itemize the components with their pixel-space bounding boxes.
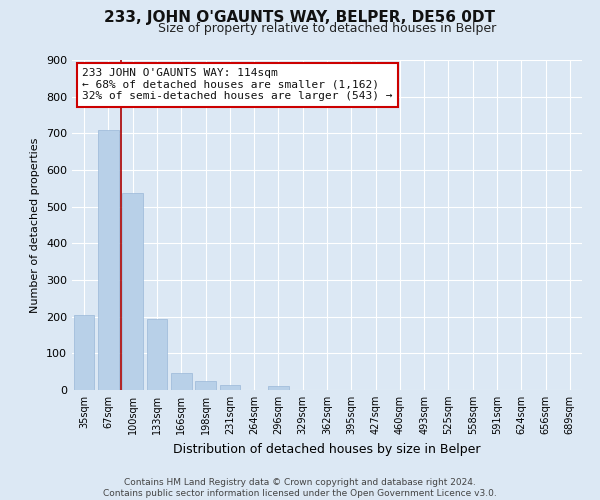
X-axis label: Distribution of detached houses by size in Belper: Distribution of detached houses by size …	[173, 442, 481, 456]
Bar	[171, 373, 191, 390]
Text: 233 JOHN O'GAUNTS WAY: 114sqm
← 68% of detached houses are smaller (1,162)
32% o: 233 JOHN O'GAUNTS WAY: 114sqm ← 68% of d…	[82, 68, 392, 102]
Bar	[74, 315, 94, 390]
Text: 233, JOHN O'GAUNTS WAY, BELPER, DE56 0DT: 233, JOHN O'GAUNTS WAY, BELPER, DE56 0DT	[104, 10, 496, 25]
Bar	[195, 381, 216, 390]
Bar	[268, 386, 289, 390]
Text: Contains HM Land Registry data © Crown copyright and database right 2024.
Contai: Contains HM Land Registry data © Crown c…	[103, 478, 497, 498]
Bar	[122, 193, 143, 390]
Y-axis label: Number of detached properties: Number of detached properties	[31, 138, 40, 312]
Bar	[98, 130, 119, 390]
Bar	[220, 385, 240, 390]
Bar	[146, 319, 167, 390]
Title: Size of property relative to detached houses in Belper: Size of property relative to detached ho…	[158, 22, 496, 35]
